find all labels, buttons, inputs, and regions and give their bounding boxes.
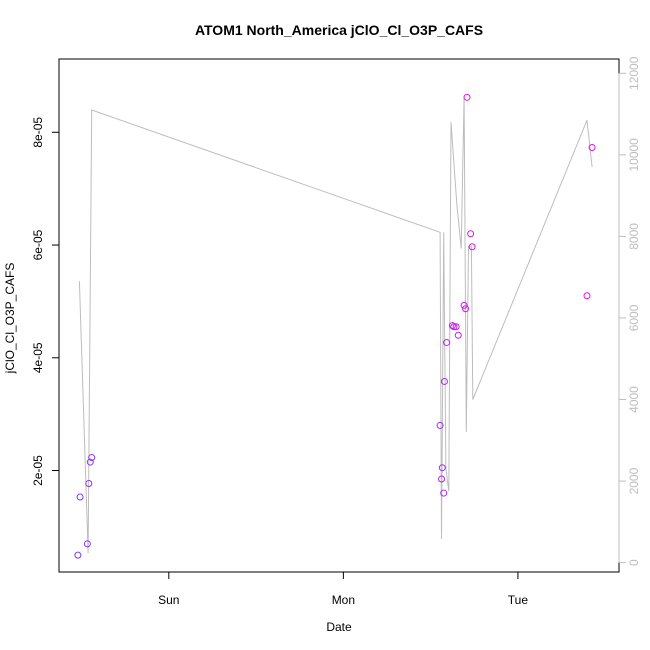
data-point [462,305,470,313]
data-point [440,489,448,497]
y-right-tick-label: 10000 [627,138,641,172]
y-right-tick-label: 6000 [627,304,641,331]
data-point [443,339,451,347]
data-point [438,464,446,472]
data-point [88,454,96,462]
data-point [463,93,471,101]
data-point [83,540,91,548]
x-axis: Sun Mon Tue [158,571,529,607]
plot-frame [58,58,620,573]
y-tick-label: 8e-05 [31,117,45,148]
data-point [440,377,448,385]
y-axis-right: 0 2000 4000 6000 8000 10000 12000 [618,56,641,566]
data-point [452,323,460,331]
y-tick-label: 4e-05 [31,342,45,373]
data-point [438,475,446,483]
chart-title: ATOM1 North_America jClO_Cl_O3P_CAFS [195,22,483,38]
y-right-tick-label: 2000 [627,467,641,494]
x-tick-label: Tue [508,593,529,607]
y-right-tick-label: 12000 [627,56,641,90]
data-point [467,230,475,238]
y-axis-label: jClO_Cl_O3P_CAFS [3,263,17,375]
x-tick-label: Mon [332,593,355,607]
x-tick-label: Sun [158,593,179,607]
data-point [583,292,591,300]
data-point [436,421,444,429]
data-point [85,479,93,487]
series-line [78,95,593,554]
data-point [76,493,84,501]
x-axis-label: Date [326,620,352,634]
y-right-tick-label: 0 [627,559,641,566]
data-point [460,301,468,309]
series-polyline [78,95,593,554]
data-point [468,243,476,251]
series-points [74,93,596,559]
y-right-tick-label: 8000 [627,223,641,250]
y-tick-label: 2e-05 [31,455,45,486]
y-tick-label: 6e-05 [31,229,45,260]
data-point [448,322,456,330]
y-right-tick-label: 4000 [627,386,641,413]
data-point [74,551,82,559]
data-point [86,458,94,466]
y-axis-left: 2e-05 4e-05 6e-05 8e-05 [31,117,60,486]
data-point [454,331,462,339]
data-point [588,144,596,152]
data-point [450,323,458,331]
